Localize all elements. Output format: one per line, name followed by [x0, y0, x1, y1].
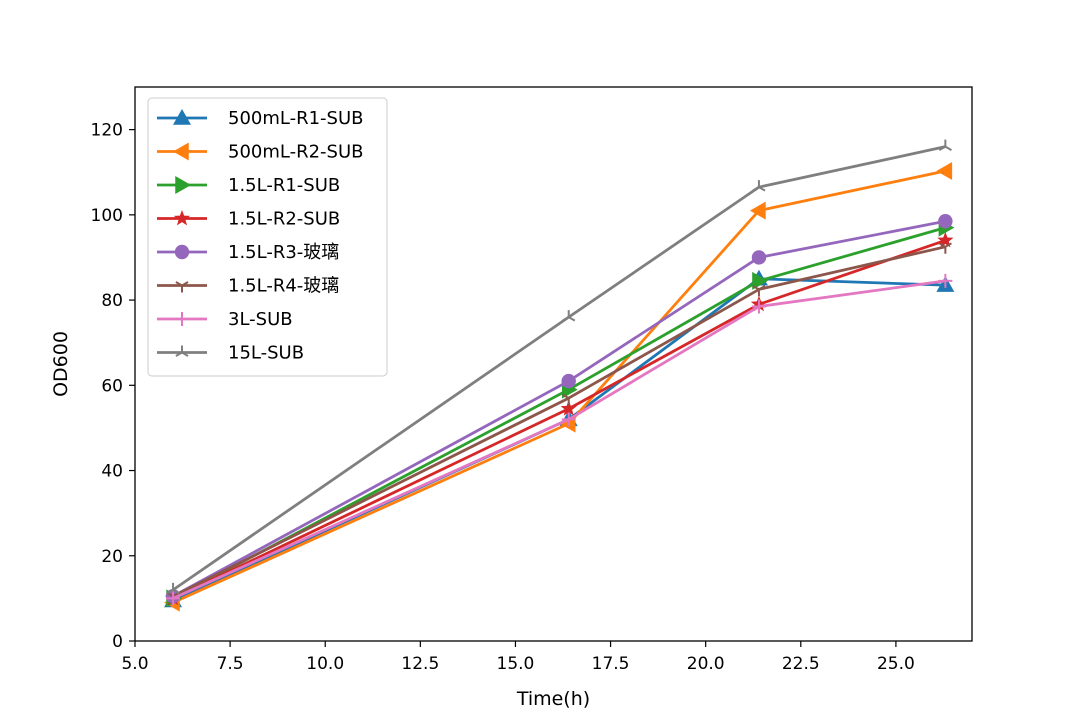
legend-item: 500mL-R1-SUB [157, 108, 364, 129]
legend-marker [175, 345, 189, 357]
data-point [562, 310, 576, 322]
y-tick-label: 120 [91, 121, 123, 141]
data-point [938, 214, 953, 229]
axes-frame [134, 86, 973, 642]
x-tick-label: 22.5 [782, 654, 820, 674]
y-tick-label: 40 [101, 462, 123, 482]
x-tick-label: 25.0 [877, 654, 915, 674]
data-point [752, 285, 766, 297]
legend-marker [173, 142, 189, 161]
data-point [561, 412, 576, 427]
legend-label: 500mL-R2-SUB [228, 142, 364, 163]
data-point [752, 180, 766, 192]
data-point [166, 591, 181, 606]
series-8 [166, 139, 952, 595]
x-axis-label: Time(h) [516, 688, 590, 710]
y-axis-label: OD600 [50, 331, 72, 397]
legend-item: 15L-SUB [157, 343, 304, 364]
data-point [937, 231, 954, 248]
legend-label: 500mL-R1-SUB [228, 108, 364, 129]
legend-label: 3L-SUB [228, 309, 293, 330]
y-tick-label: 20 [101, 547, 123, 567]
legend-item: 1.5L-R1-SUB [157, 175, 340, 196]
legend-label: 1.5L-R2-SUB [228, 209, 340, 230]
legend-marker [175, 281, 189, 293]
x-tick-label: 7.5 [217, 654, 244, 674]
x-tick-label: 15.0 [497, 654, 535, 674]
y-tick-label: 0 [112, 632, 123, 652]
x-tick-label: 5.0 [121, 654, 148, 674]
data-point [560, 400, 577, 416]
data-point [166, 582, 180, 595]
x-tick-label: 10.0 [306, 654, 344, 674]
axes-layer: 5.0 7.5 10.0 12.5 15.0 17.5 20.0 22.5 25.0 0 20 40 6… [91, 86, 973, 674]
legend-item: 500mL-R2-SUB [157, 142, 364, 163]
y-tick-label: 80 [101, 291, 123, 311]
series-layer [164, 139, 955, 612]
series-line [172, 226, 946, 600]
series-line [172, 169, 946, 604]
data-point [751, 250, 767, 265]
data-point [749, 201, 766, 220]
legend-item: 3L-SUB [157, 309, 293, 330]
data-point [938, 273, 953, 288]
series-7 [166, 273, 953, 606]
data-point [752, 271, 768, 290]
legend-marker [173, 209, 191, 226]
x-tick-label: 20.0 [687, 654, 725, 674]
series-2 [164, 161, 953, 612]
x-tick-label: 17.5 [592, 654, 630, 674]
y-tick-label: 100 [91, 206, 123, 226]
series-line [172, 219, 946, 598]
series-line [172, 239, 946, 600]
data-point [938, 242, 952, 254]
data-point [561, 373, 576, 389]
legend-item: 1.5L-R3-玻璃 [157, 242, 339, 263]
data-point [938, 139, 952, 152]
legend-marker [174, 244, 190, 260]
legend-marker [173, 109, 191, 125]
legend-label: 15L-SUB [228, 343, 304, 364]
legend-label: 1.5L-R3-玻璃 [228, 242, 339, 263]
legend-item: 1.5L-R4-玻璃 [157, 276, 339, 297]
legend-box [147, 97, 388, 377]
series-6 [166, 242, 952, 604]
legend-label: 1.5L-R1-SUB [228, 175, 340, 196]
data-point [562, 393, 576, 406]
series-line [172, 145, 946, 592]
legend-marker [175, 176, 191, 194]
data-point [936, 161, 953, 180]
series-line [172, 245, 946, 598]
legend-item: 1.5L-R2-SUB [157, 209, 340, 230]
y-tick-label: 60 [101, 376, 123, 396]
data-point [751, 299, 766, 314]
legend: 500mL-R1-SUB 500mL-R2-SUB 1.5L-R1-SUB 1.5L-… [147, 97, 388, 377]
legend-marker [175, 312, 189, 326]
series-line [172, 279, 946, 600]
legend-label: 1.5L-R4-玻璃 [228, 276, 339, 297]
x-tick-label: 12.5 [401, 654, 439, 674]
